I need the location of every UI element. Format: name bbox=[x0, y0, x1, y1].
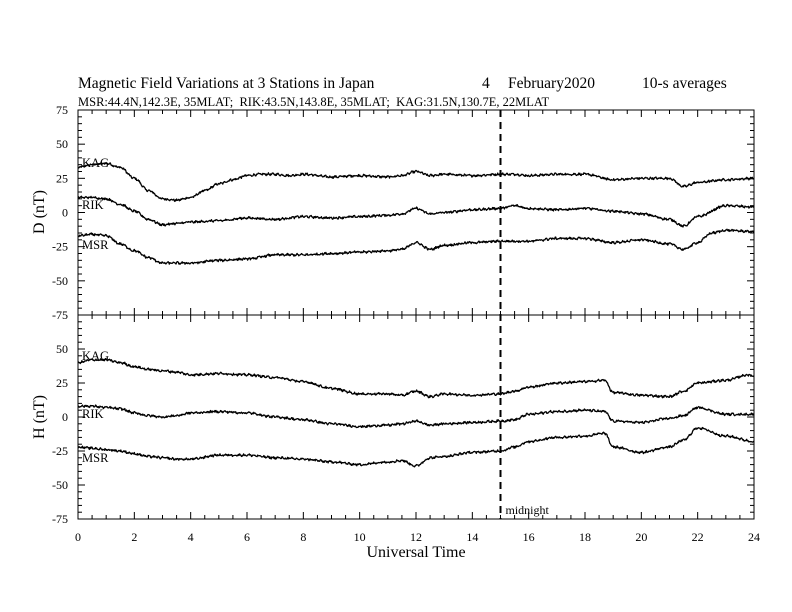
x-tick-label: 2 bbox=[131, 530, 137, 544]
x-tick-label: 12 bbox=[410, 530, 422, 544]
panel-d-y-tick-label: -75 bbox=[52, 308, 68, 322]
panel-h-y-tick-label: 25 bbox=[56, 376, 68, 390]
panel-h-label-rik: RIK bbox=[82, 407, 104, 421]
panel-d-y-tick-label: 0 bbox=[62, 206, 68, 220]
panel-h-y-ticks: 50 25 0 -25 -50 -75 bbox=[52, 314, 755, 526]
panel-h-frame bbox=[77, 314, 755, 520]
x-tick-label: 16 bbox=[523, 530, 535, 544]
panel-d-y-tick-label: -25 bbox=[52, 240, 68, 254]
panel-h: 50 25 0 -25 -50 -75 H (nT) KAG RIK MSR bbox=[31, 314, 755, 526]
panel-h-label-msr: MSR bbox=[82, 451, 109, 465]
chart-date-day: 4 bbox=[482, 75, 490, 92]
panel-h-y-tick-label: 0 bbox=[62, 410, 68, 424]
chart-title: Magnetic Field Variations at 3 Stations … bbox=[78, 75, 375, 92]
panel-h-series-kag bbox=[77, 357, 755, 399]
midnight-label: midnight bbox=[506, 503, 550, 517]
panel-d-y-tick-label: 25 bbox=[56, 171, 68, 185]
panel-h-y-tick-label: -75 bbox=[52, 512, 68, 526]
panel-h-y-tick-label: 50 bbox=[56, 342, 68, 356]
panel-d-frame bbox=[77, 109, 755, 316]
panel-h-series-rik bbox=[77, 404, 755, 429]
panel-h-y-tick-label: -25 bbox=[52, 444, 68, 458]
panel-d-y-ticks: 75 50 25 0 -25 -50 -75 bbox=[52, 103, 755, 322]
x-tick-label: 6 bbox=[244, 530, 250, 544]
panel-h-series-msr bbox=[77, 426, 755, 468]
panel-d-label-msr: MSR bbox=[82, 238, 109, 252]
panel-d-label-rik: RIK bbox=[82, 198, 104, 212]
x-tick-label: 20 bbox=[635, 530, 647, 544]
x-tick-label: 14 bbox=[466, 530, 478, 544]
panel-d-y-tick-label: 75 bbox=[56, 103, 68, 117]
panel-d-y-tick-label: 50 bbox=[56, 137, 68, 151]
x-tick-label: 24 bbox=[748, 530, 760, 544]
chart-date-month-year: February2020 bbox=[508, 75, 595, 92]
x-tick-label: 0 bbox=[75, 530, 81, 544]
panel-d: 75 50 25 0 -25 -50 -75 D (nT) KAG RIK MSR bbox=[31, 103, 755, 322]
x-axis-label: Universal Time bbox=[366, 544, 465, 561]
x-tick-label: 4 bbox=[188, 530, 194, 544]
panel-h-y-tick-label: -50 bbox=[52, 478, 68, 492]
panel-h-label-kag: KAG bbox=[82, 349, 109, 363]
panel-d-series-kag bbox=[77, 161, 755, 203]
panel-d-label-kag: KAG bbox=[82, 156, 109, 170]
panel-d-series-msr bbox=[77, 228, 755, 265]
panel-d-y-tick-label: -50 bbox=[52, 274, 68, 288]
panel-h-y-label: H (nT) bbox=[31, 395, 48, 439]
chart-averaging: 10-s averages bbox=[642, 75, 727, 92]
stations-coordinates: MSR:44.4N,142.3E, 35MLAT; RIK:43.5N,143.… bbox=[78, 95, 550, 109]
panel-h-lines bbox=[77, 357, 755, 468]
panel-d-lines bbox=[77, 161, 755, 265]
x-tick-label: 22 bbox=[692, 530, 704, 544]
x-axis-ticks: 0 2 4 6 8 10 12 14 16 18 20 22 24 bbox=[75, 530, 760, 544]
panel-d-series-rik bbox=[77, 195, 755, 228]
x-tick-label: 18 bbox=[579, 530, 591, 544]
x-tick-label: 10 bbox=[354, 530, 366, 544]
x-tick-label: 8 bbox=[300, 530, 306, 544]
panel-d-y-label: D (nT) bbox=[31, 190, 48, 234]
